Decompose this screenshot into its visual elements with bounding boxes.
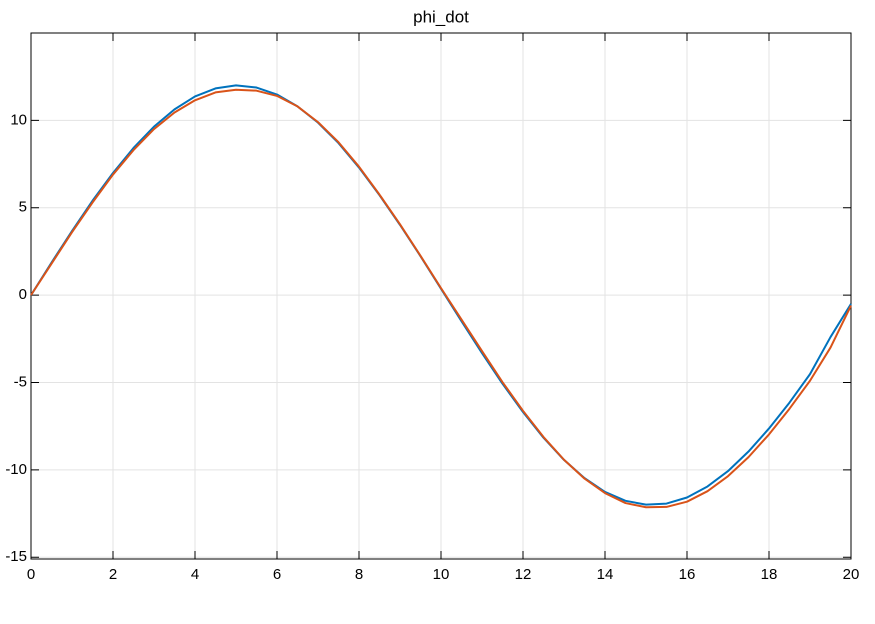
y-tick-label: 0	[19, 286, 27, 303]
x-tick-label: 2	[109, 566, 117, 583]
series-line	[30, 88, 852, 509]
axes-box	[30, 32, 852, 560]
x-tick-label: 20	[843, 566, 860, 583]
x-tick-label: 18	[761, 566, 778, 583]
x-tick-label: 10	[433, 566, 450, 583]
x-tick-label: 16	[679, 566, 696, 583]
y-tick-label: 5	[19, 199, 27, 216]
y-tick-label: -10	[5, 461, 27, 478]
x-tick-label: 0	[27, 566, 35, 583]
x-tick-label: 8	[355, 566, 363, 583]
y-tick-label: -5	[14, 373, 27, 390]
y-tick-label: -15	[5, 548, 27, 565]
y-tick-label: 10	[10, 111, 27, 128]
x-tick-label: 6	[273, 566, 281, 583]
x-tick-label: 14	[597, 566, 614, 583]
x-tick-label: 12	[515, 566, 532, 583]
x-tick-label: 4	[191, 566, 199, 583]
chart-title: phi_dot	[413, 7, 469, 26]
